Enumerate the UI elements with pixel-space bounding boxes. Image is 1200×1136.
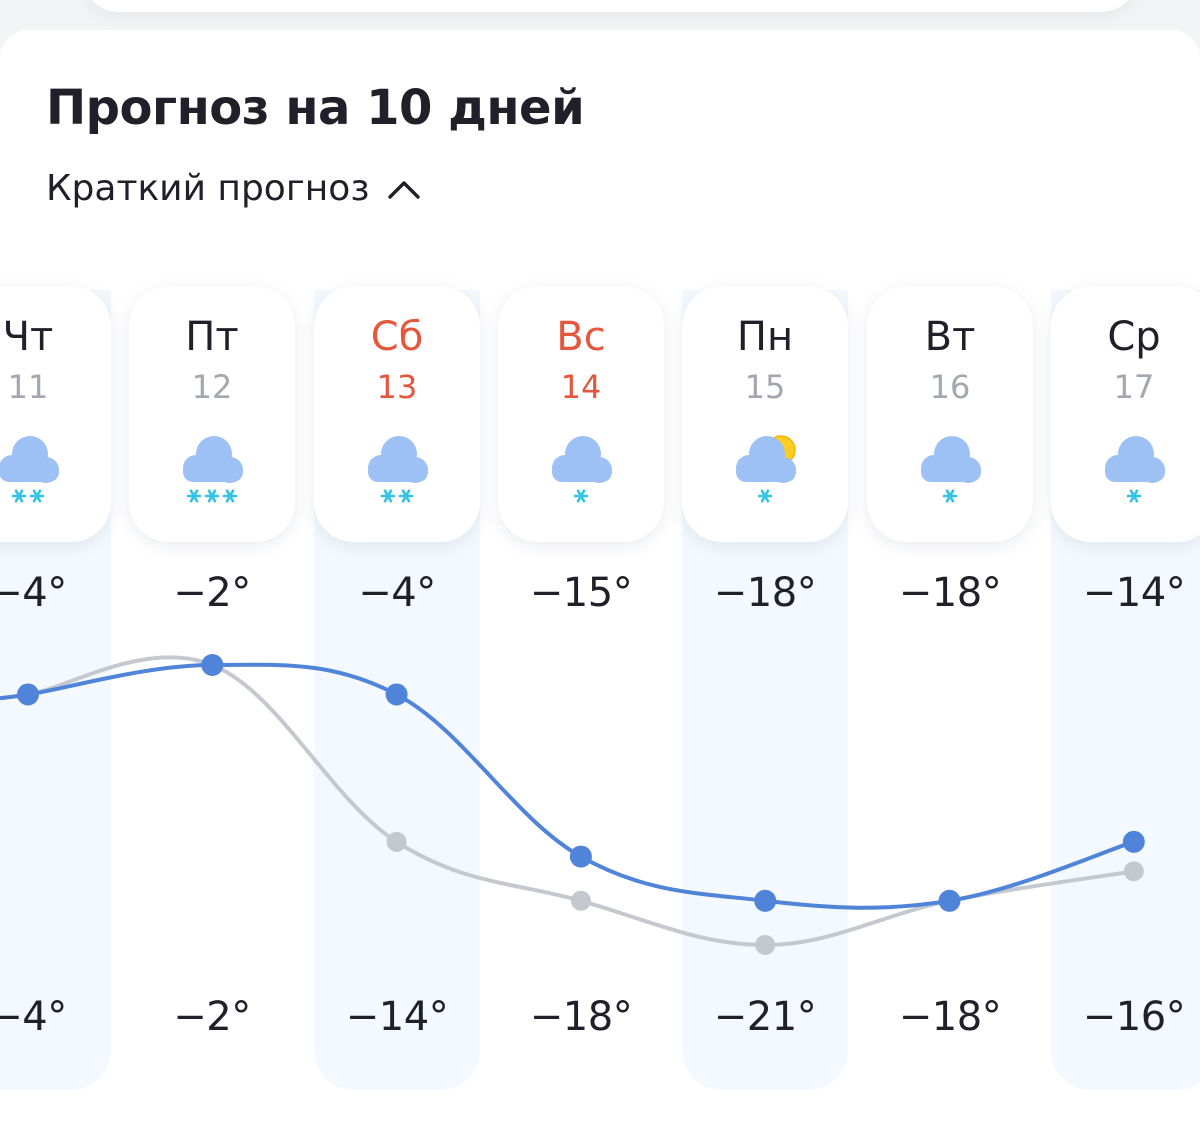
day-date: 11: [7, 368, 49, 406]
day-temperature: −18°: [713, 570, 817, 616]
night-temperature: −14°: [345, 994, 449, 1040]
day-column-12[interactable]: Пт 12 −2° −2°: [129, 0, 295, 1136]
snow-cloud-icon: [1105, 436, 1165, 503]
forecast-panel: [0, 30, 1200, 1136]
night-temperature: −2°: [173, 994, 251, 1040]
page-title: Прогноз на 10 дней: [46, 80, 585, 136]
day-point-16: [938, 889, 961, 912]
day-column-15[interactable]: Пн 15 −18° −21°: [682, 0, 848, 1136]
day-point-15: [754, 889, 777, 912]
snow-cloud-icon: [552, 436, 612, 503]
night-temperature: −18°: [529, 994, 633, 1040]
day-column-17[interactable]: Ср 17 −14° −16°: [1051, 0, 1200, 1136]
brief-forecast-toggle[interactable]: Краткий прогноз: [46, 168, 421, 209]
day-of-week: Чт: [2, 314, 54, 360]
day-of-week: Пн: [736, 314, 794, 360]
day-card[interactable]: [682, 286, 848, 542]
day-card[interactable]: [498, 286, 664, 542]
night-temperature: −4°: [0, 994, 67, 1040]
day-of-week: Пт: [185, 314, 239, 360]
night-point-14: [570, 890, 591, 911]
day-card[interactable]: [1051, 286, 1200, 542]
day-point-12: [201, 654, 224, 676]
day-column-16[interactable]: Вт 16 −18° −18°: [867, 0, 1033, 1136]
day-date: 14: [560, 368, 602, 406]
day-point-11: [17, 683, 39, 706]
night-temperature: −21°: [713, 994, 817, 1040]
snow-cloud-icon: [183, 436, 243, 503]
day-column-14[interactable]: Вс 14 −15° −18°: [498, 0, 664, 1136]
day-of-week: Вт: [924, 314, 976, 360]
snow-cloud-icon: [0, 436, 59, 503]
day-column-11[interactable]: Чт 11 −4° −4°: [0, 0, 111, 1136]
day-temperature-line: [0, 662, 1136, 910]
day-of-week: Сб: [370, 314, 424, 360]
day-card[interactable]: [867, 286, 1033, 542]
night-point-15: [755, 935, 776, 955]
day-date: 17: [1113, 368, 1155, 406]
night-temperature: −18°: [898, 994, 1002, 1040]
day-of-week: Ср: [1107, 314, 1161, 360]
day-date: 12: [191, 368, 233, 406]
snow-cloud-icon: [921, 436, 981, 503]
day-date: 15: [744, 368, 786, 406]
day-temperature: −15°: [529, 570, 633, 616]
night-temperature-line: [0, 655, 1136, 948]
day-date: 13: [376, 368, 418, 406]
snow-cloud-icon: [368, 436, 428, 503]
day-column-13[interactable]: Сб 13 −4° −14°: [314, 0, 480, 1136]
day-of-week: Вс: [556, 314, 606, 360]
day-point-17: [1122, 830, 1145, 853]
day-temperature: −14°: [1082, 570, 1186, 616]
day-temperature: −2°: [173, 570, 251, 616]
panel-bottom: [0, 1106, 1200, 1136]
day-point-13: [385, 683, 408, 706]
day-temperature: −4°: [0, 570, 67, 616]
day-card[interactable]: [129, 286, 295, 542]
night-point-13: [386, 831, 407, 852]
day-point-14: [569, 845, 592, 868]
previous-card-edge: [80, 0, 1140, 12]
chevron-up-icon: [388, 180, 421, 199]
day-temperature: −18°: [898, 570, 1002, 616]
brief-forecast-label: Краткий прогноз: [46, 168, 370, 209]
day-date: 16: [929, 368, 971, 406]
night-point-17: [1123, 861, 1144, 882]
day-temperature: −4°: [358, 570, 436, 616]
night-temperature: −16°: [1082, 994, 1186, 1040]
day-card[interactable]: [314, 286, 480, 542]
sun-snow-cloud-icon: [736, 435, 796, 503]
